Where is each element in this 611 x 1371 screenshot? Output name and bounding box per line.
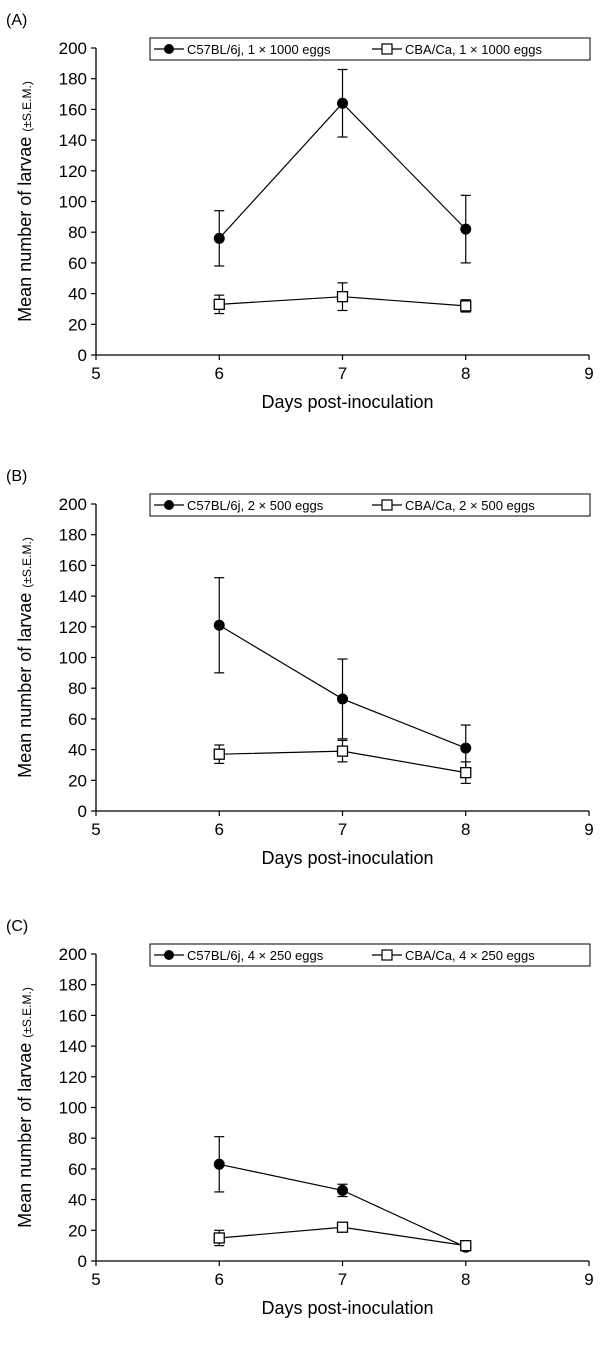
y-tick-label: 80 xyxy=(68,1129,87,1148)
x-tick-label: 5 xyxy=(91,820,100,839)
legend-label: CBA/Ca, 4 × 250 eggs xyxy=(405,948,535,963)
legend-label: C57BL/6j, 2 × 500 eggs xyxy=(187,498,324,513)
y-tick-label: 40 xyxy=(68,741,87,760)
y-tick-label: 120 xyxy=(59,618,87,637)
y-tick-label: 100 xyxy=(59,649,87,668)
y-tick-label: 160 xyxy=(59,100,87,119)
data-point xyxy=(213,748,225,760)
y-tick-label: 200 xyxy=(59,945,87,964)
x-tick-label: 7 xyxy=(338,1270,347,1289)
panel-label: (C) xyxy=(6,918,28,935)
legend-box xyxy=(149,943,591,967)
chart-panel-0: (A) 0 20 40 60 80 100 120 140 160 180 200 5 6 7 8 9 Days … xyxy=(6,12,594,412)
x-tick-label: 7 xyxy=(338,820,347,839)
x-tick-label: 8 xyxy=(461,820,470,839)
y-tick-label: 60 xyxy=(68,710,87,729)
data-point xyxy=(460,742,472,754)
y-tick-label: 180 xyxy=(59,976,87,995)
x-tick-label: 5 xyxy=(91,1270,100,1289)
legend-marker-filled-circle xyxy=(164,500,174,510)
y-tick-label: 0 xyxy=(78,802,87,821)
y-tick-label: 80 xyxy=(68,679,87,698)
x-tick-label: 6 xyxy=(215,364,224,383)
legend-box xyxy=(149,37,591,61)
data-point xyxy=(460,223,472,235)
data-point xyxy=(460,1239,472,1252)
legend-box xyxy=(149,493,591,517)
y-tick-label: 60 xyxy=(68,254,87,273)
x-axis-label: Days post-inoculation xyxy=(261,1298,433,1318)
x-axis-label: Days post-inoculation xyxy=(261,848,433,868)
data-point xyxy=(213,298,225,310)
legend-marker-open-square xyxy=(381,499,393,511)
y-tick-label: 160 xyxy=(59,556,87,575)
data-point xyxy=(213,232,225,244)
x-tick-label: 9 xyxy=(584,1270,593,1289)
y-tick-label: 80 xyxy=(68,223,87,242)
x-tick-label: 9 xyxy=(584,364,593,383)
legend-marker-open-square xyxy=(381,43,393,55)
y-tick-label: 40 xyxy=(68,1191,87,1210)
y-tick-label: 60 xyxy=(68,1160,87,1179)
x-tick-label: 7 xyxy=(338,364,347,383)
y-tick-label: 200 xyxy=(59,495,87,514)
legend-label: CBA/Ca, 2 × 500 eggs xyxy=(405,498,535,513)
y-tick-label: 120 xyxy=(59,162,87,181)
y-tick-label: 20 xyxy=(68,1221,87,1240)
legend-label: CBA/Ca, 1 × 1000 eggs xyxy=(405,42,542,57)
data-point xyxy=(213,1232,225,1244)
legend-label: C57BL/6j, 1 × 1000 eggs xyxy=(187,42,331,57)
data-point xyxy=(460,766,472,779)
y-tick-label: 180 xyxy=(59,70,87,89)
y-axis-label: Mean number of larvae (±S.E.M.) xyxy=(15,81,35,322)
x-tick-label: 5 xyxy=(91,364,100,383)
data-point xyxy=(337,1184,348,1196)
y-tick-label: 140 xyxy=(59,131,87,150)
y-tick-label: 100 xyxy=(59,1099,87,1118)
y-tick-label: 200 xyxy=(59,39,87,58)
chart-panel-1: (B) 0 20 40 60 80 100 120 140 160 180 200 5 6 7 8 9 Days … xyxy=(6,468,594,868)
data-point xyxy=(213,1158,225,1170)
data-point xyxy=(336,291,349,303)
chart-panel-2: (C) 0 20 40 60 80 100 120 140 160 180 200 5 6 7 8 9 Days … xyxy=(6,918,594,1318)
data-point xyxy=(337,693,348,705)
data-point xyxy=(337,97,348,109)
legend-marker-filled-circle xyxy=(164,44,174,54)
data-point xyxy=(336,745,349,757)
y-axis-label: Mean number of larvae (±S.E.M.) xyxy=(15,537,35,778)
y-tick-label: 0 xyxy=(78,1252,87,1271)
legend-marker-open-square xyxy=(381,949,393,961)
panel-label: (B) xyxy=(6,468,27,485)
x-axis-label: Days post-inoculation xyxy=(261,392,433,412)
data-point xyxy=(213,619,225,631)
y-tick-label: 20 xyxy=(68,771,87,790)
data-point xyxy=(460,300,472,312)
y-tick-label: 160 xyxy=(59,1006,87,1025)
y-tick-label: 140 xyxy=(59,587,87,606)
y-tick-label: 140 xyxy=(59,1037,87,1056)
legend-label: C57BL/6j, 4 × 250 eggs xyxy=(187,948,324,963)
x-tick-label: 6 xyxy=(215,1270,224,1289)
y-axis-label: Mean number of larvae (±S.E.M.) xyxy=(15,987,35,1228)
x-tick-label: 8 xyxy=(461,364,470,383)
data-point xyxy=(336,1221,349,1233)
y-tick-label: 100 xyxy=(59,193,87,212)
y-tick-label: 180 xyxy=(59,526,87,545)
x-tick-label: 6 xyxy=(215,820,224,839)
x-tick-label: 9 xyxy=(584,820,593,839)
y-tick-label: 0 xyxy=(78,346,87,365)
y-tick-label: 120 xyxy=(59,1068,87,1087)
x-tick-label: 8 xyxy=(461,1270,470,1289)
legend-marker-filled-circle xyxy=(164,950,174,960)
panel-label: (A) xyxy=(6,12,27,29)
y-tick-label: 20 xyxy=(68,315,87,334)
y-tick-label: 40 xyxy=(68,285,87,304)
